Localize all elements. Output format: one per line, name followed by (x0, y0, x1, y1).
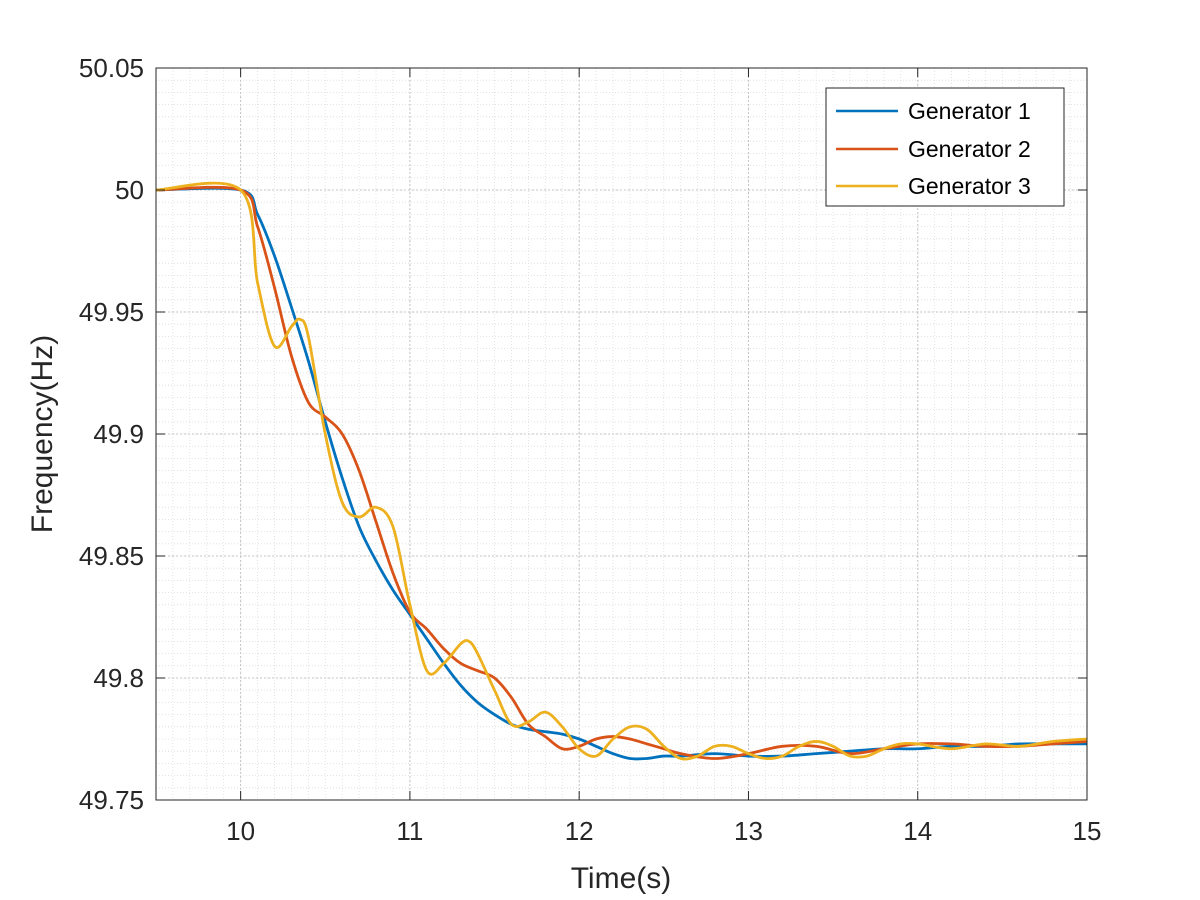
series-line-generator-2 (155, 185, 1088, 760)
legend-label-generator-2: Generator 2 (908, 136, 1031, 162)
x-tick-label: 11 (396, 816, 423, 846)
legend: Generator 1 Generator 2 Generator 3 (825, 87, 1065, 207)
y-tick-labels: 49.75 49.8 49.85 49.9 49.95 50 50.05 (79, 53, 144, 815)
x-axis-label: Time(s) (571, 862, 672, 895)
y-tick-label: 49.85 (79, 541, 144, 571)
series-line-generator-1 (155, 186, 1087, 761)
series-line-generator-3 (155, 181, 1088, 761)
y-tick-label: 50 (115, 175, 144, 205)
legend-label-generator-1: Generator 1 (908, 98, 1031, 124)
legend-label-generator-3: Generator 3 (908, 173, 1031, 199)
x-tick-label: 14 (903, 816, 932, 846)
x-tick-label: 15 (1073, 816, 1102, 846)
y-tick-label: 49.9 (93, 419, 144, 449)
y-tick-label: 49.75 (79, 785, 144, 815)
axis-ticks (156, 67, 1088, 801)
x-tick-label: 12 (565, 816, 594, 846)
x-tick-label: 13 (734, 816, 763, 846)
y-axis-label: Frequency(Hz) (26, 335, 59, 533)
series-layer (155, 181, 1088, 761)
y-tick-label: 50.05 (79, 53, 144, 83)
x-tick-label: 10 (226, 816, 255, 846)
y-tick-label: 49.95 (79, 297, 144, 327)
x-tick-labels: 10 11 12 13 14 15 (226, 816, 1101, 846)
y-tick-label: 49.8 (93, 663, 144, 693)
